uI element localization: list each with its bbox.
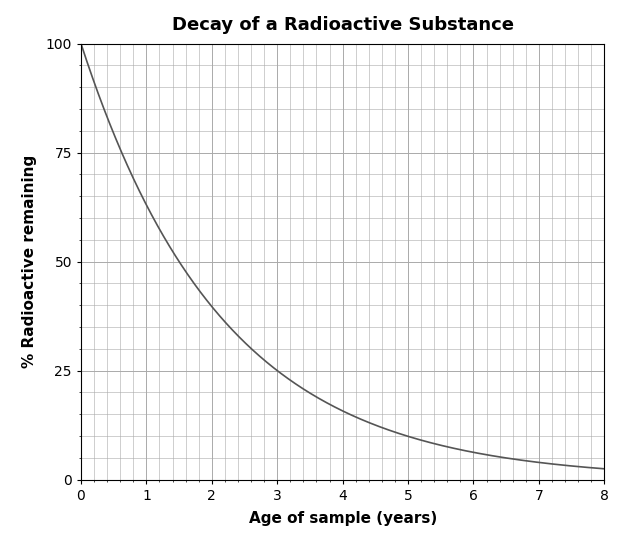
Title: Decay of a Radioactive Substance: Decay of a Radioactive Substance	[172, 16, 513, 34]
X-axis label: Age of sample (years): Age of sample (years)	[249, 511, 437, 526]
Y-axis label: % Radioactive remaining: % Radioactive remaining	[22, 155, 37, 368]
